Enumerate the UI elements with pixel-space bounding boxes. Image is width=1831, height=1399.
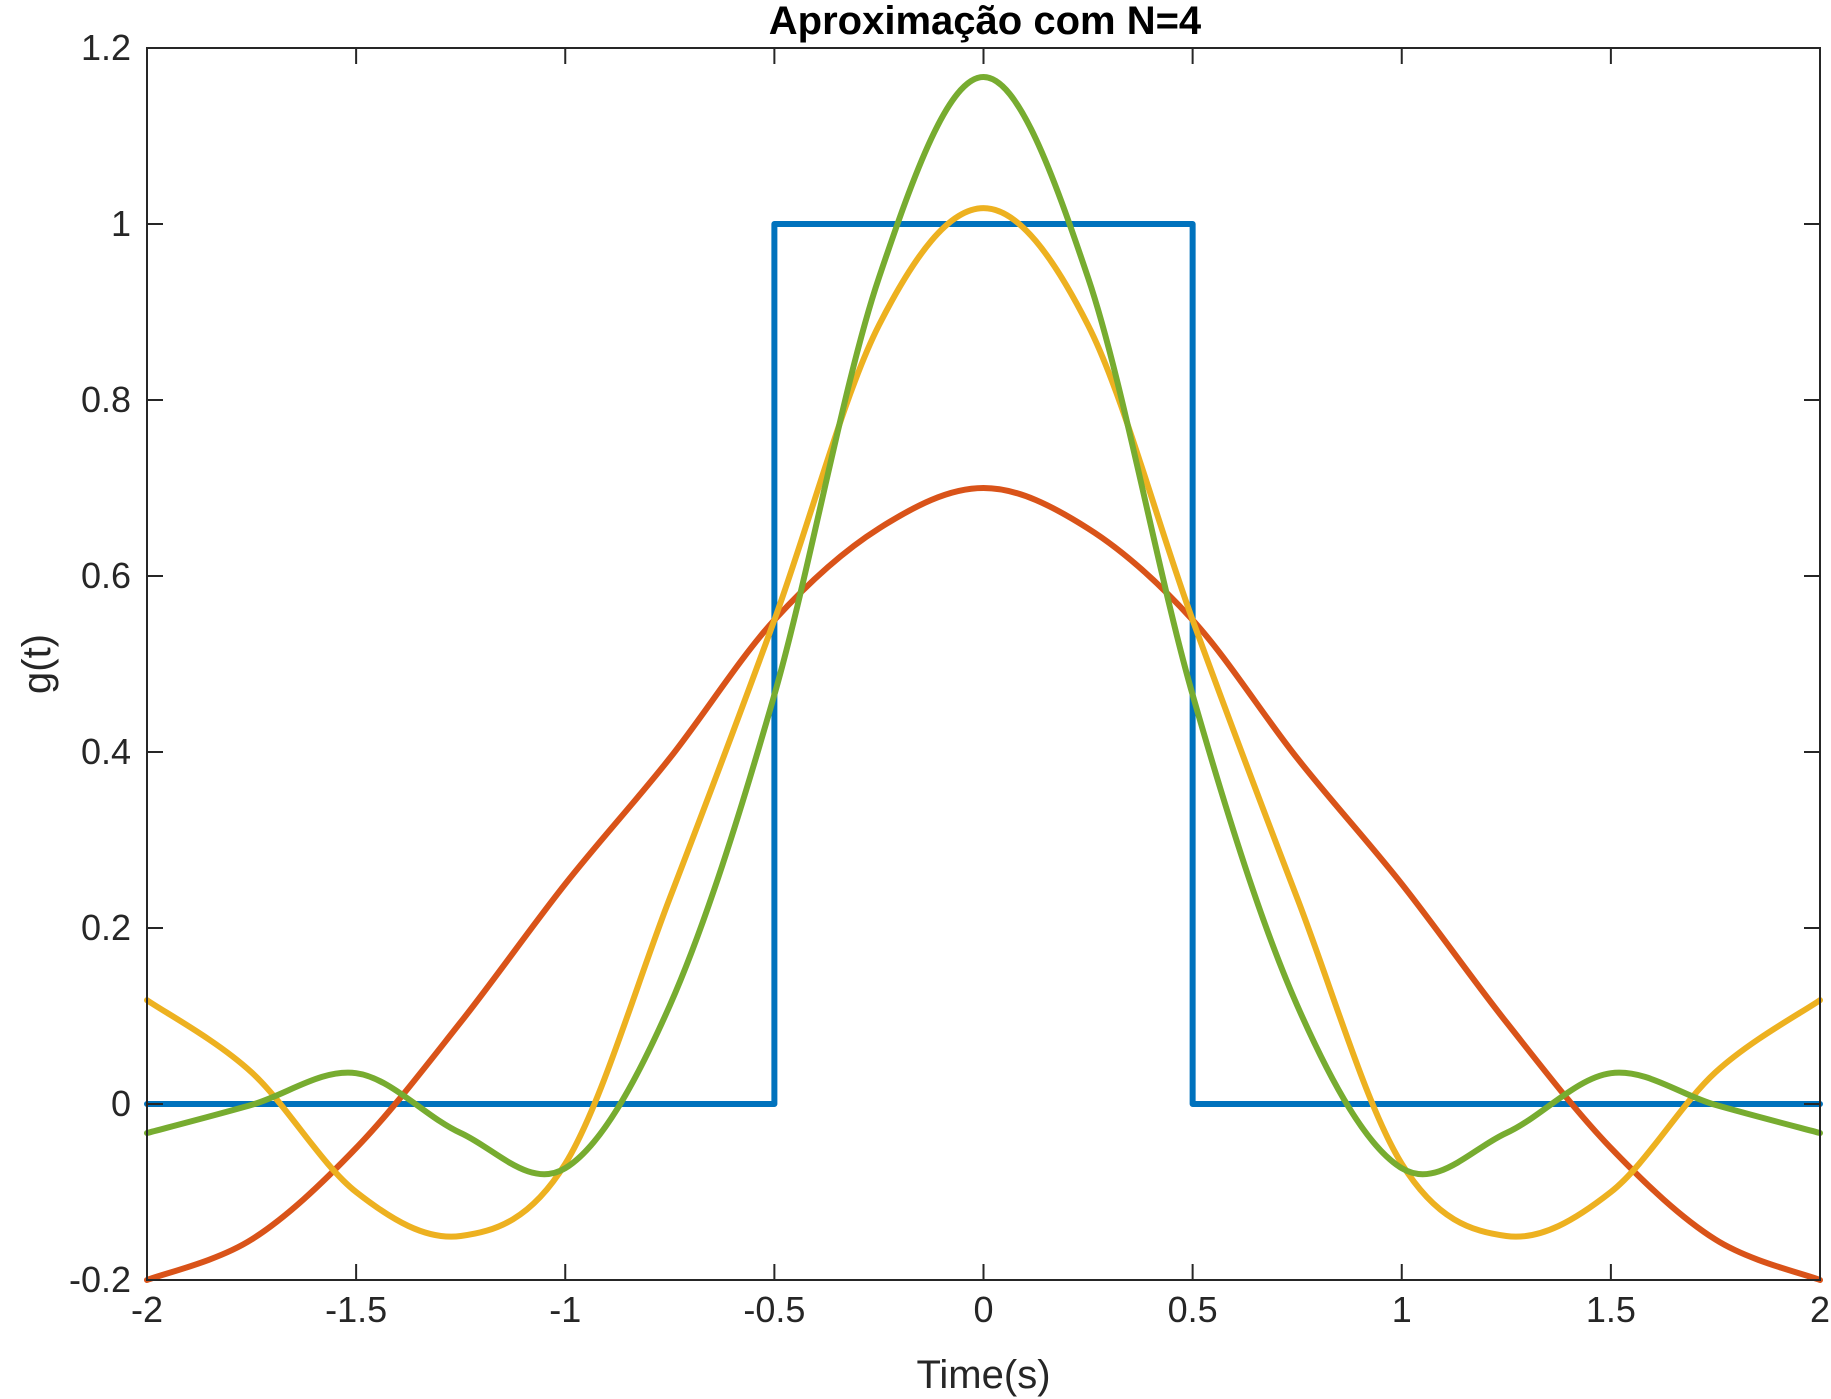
- x-tick-label: 1: [1392, 1289, 1412, 1330]
- x-tick-label: 1.5: [1586, 1289, 1636, 1330]
- series-line-1: [144, 221, 1823, 1107]
- y-tick-label: 0.2: [81, 907, 131, 948]
- series-line-2: [144, 485, 1823, 1283]
- x-tick-label: -1: [549, 1289, 581, 1330]
- y-tick-label: 0.6: [81, 555, 131, 596]
- series-layer: [144, 74, 1823, 1283]
- x-tick-label: 2: [1810, 1289, 1830, 1330]
- chart-title: Aproximação com N=4: [769, 0, 1202, 43]
- y-axis-label: g(t): [15, 634, 59, 694]
- x-axis-label: Time(s): [916, 1353, 1050, 1397]
- series-line-3: [144, 205, 1823, 1240]
- x-tick-label: -2: [131, 1289, 163, 1330]
- y-tick-label: 0.8: [81, 379, 131, 420]
- y-tick-label: -0.2: [69, 1259, 131, 1300]
- tick-layer: -2 -1.5 -1 -0.5 0 0.5 1 1.5 2 -0.2 0 0.2 0.4 0.6 0.8 1 1…: [69, 27, 1830, 1330]
- y-tick-label: 1.2: [81, 27, 131, 68]
- series-line-4: [144, 74, 1823, 1178]
- plot-area: -2 -1.5 -1 -0.5 0 0.5 1 1.5 2 -0.2 0 0.2 0.4 0.6 0.8 1 1…: [69, 27, 1830, 1330]
- x-tick-label: 0.5: [1168, 1289, 1218, 1330]
- y-tick-label: 0: [111, 1083, 131, 1124]
- axes-background: [147, 48, 1820, 1280]
- x-tick-label: -1.5: [325, 1289, 387, 1330]
- x-tick-label: 0: [973, 1289, 993, 1330]
- x-tick-label: -0.5: [743, 1289, 805, 1330]
- y-tick-label: 1: [111, 203, 131, 244]
- y-tick-label: 0.4: [81, 731, 131, 772]
